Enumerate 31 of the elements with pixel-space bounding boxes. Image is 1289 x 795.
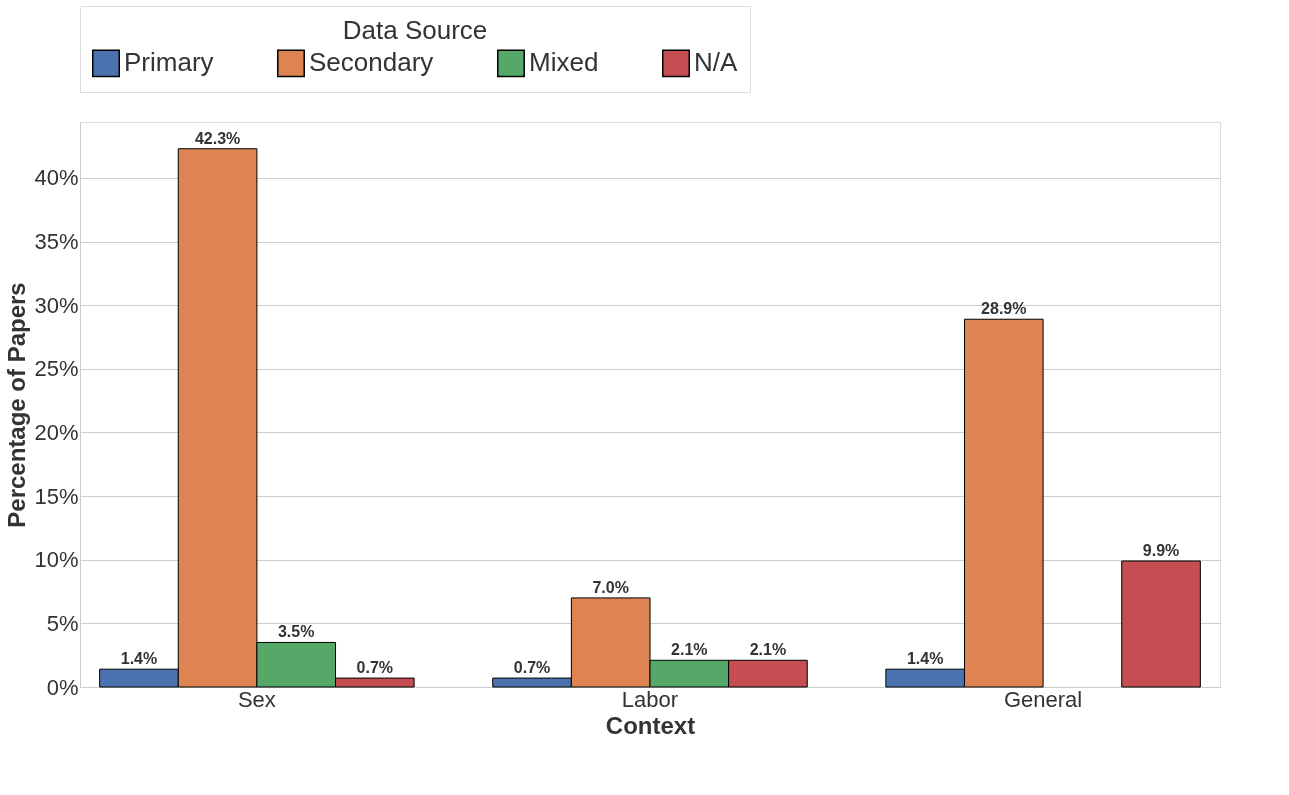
x-tick-label: Sex <box>237 686 276 712</box>
data-label: 0.7% <box>356 659 394 677</box>
bar <box>1121 560 1201 688</box>
data-label: 3.5% <box>277 623 315 641</box>
data-label: 9.9% <box>1142 542 1180 560</box>
x-tick-label: General <box>1003 686 1083 712</box>
data-label: 42.3% <box>194 129 241 147</box>
data-label: 0.7% <box>513 659 551 677</box>
legend-label: Secondary <box>309 47 434 78</box>
data-label: 28.9% <box>981 300 1027 318</box>
data-label: 2.1% <box>671 641 708 659</box>
x-tick-label: Labor <box>621 686 679 712</box>
x-axis-title: Context <box>605 711 696 739</box>
legend-label: Primary <box>124 47 214 78</box>
y-tick-label: 20% <box>34 420 79 445</box>
y-tick-label: 40% <box>34 165 79 191</box>
legend-label: Mixed <box>529 47 599 78</box>
data-label: 1.4% <box>906 650 944 668</box>
legend-label: N/A <box>694 47 738 78</box>
y-tick-label: 15% <box>34 483 79 509</box>
data-label: 2.1% <box>749 641 787 659</box>
y-tick-label: 5% <box>46 610 79 636</box>
y-tick-label: 10% <box>34 547 79 573</box>
legend-title: Data Source <box>342 15 488 45</box>
data-label: 7.0% <box>592 578 629 596</box>
y-tick-label: 30% <box>34 292 79 318</box>
y-tick-label: 35% <box>34 229 79 255</box>
y-tick-label: 25% <box>34 356 79 382</box>
y-axis-title: Percentage of Papers <box>3 282 31 528</box>
data-label: 1.4% <box>120 650 158 668</box>
y-tick-label: 0% <box>46 674 79 700</box>
